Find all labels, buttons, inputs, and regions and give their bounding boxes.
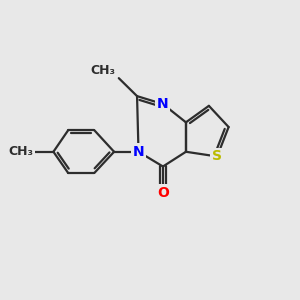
Text: N: N (157, 97, 169, 111)
Text: O: O (157, 186, 169, 200)
Text: CH₃: CH₃ (9, 145, 34, 158)
Text: CH₃: CH₃ (91, 64, 116, 77)
Text: N: N (133, 145, 144, 159)
Text: S: S (212, 149, 222, 164)
